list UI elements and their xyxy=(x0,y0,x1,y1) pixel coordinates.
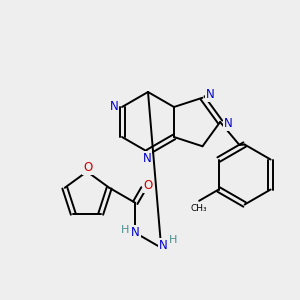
Text: N: N xyxy=(142,152,152,164)
Text: N: N xyxy=(110,100,118,112)
Text: N: N xyxy=(159,239,168,252)
Text: H: H xyxy=(169,235,177,245)
Text: H: H xyxy=(121,225,129,235)
Text: N: N xyxy=(224,118,233,130)
Text: O: O xyxy=(144,179,153,192)
Text: N: N xyxy=(131,226,140,239)
Text: O: O xyxy=(83,161,93,174)
Text: N: N xyxy=(206,88,215,101)
Text: CH₃: CH₃ xyxy=(191,204,208,213)
